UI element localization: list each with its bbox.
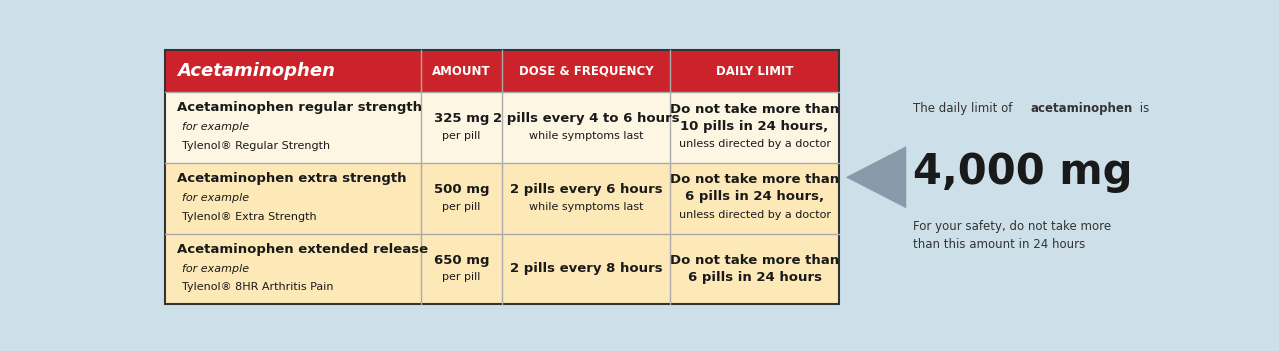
Text: per pill: per pill — [443, 202, 481, 212]
Text: DOSE & FREQUENCY: DOSE & FREQUENCY — [519, 65, 654, 78]
Text: while symptoms last: while symptoms last — [528, 131, 643, 141]
Text: 325 mg: 325 mg — [434, 112, 489, 126]
Text: for example: for example — [182, 264, 249, 274]
Text: The daily limit of: The daily limit of — [913, 102, 1017, 115]
Text: Acetaminophen extended release: Acetaminophen extended release — [177, 243, 428, 256]
Text: 650 mg: 650 mg — [434, 254, 489, 267]
Text: AMOUNT: AMOUNT — [432, 65, 491, 78]
Text: For your safety, do not take more
than this amount in 24 hours: For your safety, do not take more than t… — [913, 220, 1111, 251]
Text: Tylenol® Extra Strength: Tylenol® Extra Strength — [182, 212, 316, 221]
Text: Acetaminophen extra strength: Acetaminophen extra strength — [177, 172, 407, 185]
Text: 2 pills every 4 to 6 hours: 2 pills every 4 to 6 hours — [492, 112, 679, 126]
Text: for example: for example — [182, 193, 249, 203]
Text: per pill: per pill — [443, 131, 481, 141]
Text: Tylenol® 8HR Arthritis Pain: Tylenol® 8HR Arthritis Pain — [182, 282, 334, 292]
Text: Do not take more than
6 pills in 24 hours: Do not take more than 6 pills in 24 hour… — [670, 254, 839, 284]
Text: Do not take more than
6 pills in 24 hours,: Do not take more than 6 pills in 24 hour… — [670, 173, 839, 203]
Bar — [165, 233, 839, 304]
Text: Tylenol® Regular Strength: Tylenol® Regular Strength — [182, 141, 330, 151]
Text: Acetaminophen regular strength: Acetaminophen regular strength — [177, 101, 422, 114]
Polygon shape — [845, 146, 907, 208]
Bar — [165, 50, 839, 92]
Bar — [165, 92, 839, 163]
Bar — [165, 163, 839, 233]
Text: Acetaminophen: Acetaminophen — [177, 62, 335, 80]
Text: while symptoms last: while symptoms last — [528, 202, 643, 212]
Text: 2 pills every 8 hours: 2 pills every 8 hours — [510, 263, 663, 276]
Text: for example: for example — [182, 122, 249, 132]
Text: unless directed by a doctor: unless directed by a doctor — [679, 139, 830, 150]
Text: 2 pills every 6 hours: 2 pills every 6 hours — [510, 183, 663, 196]
Text: acetaminophen: acetaminophen — [1030, 102, 1132, 115]
Bar — [165, 50, 839, 304]
Text: per pill: per pill — [443, 272, 481, 283]
Text: 4,000 mg: 4,000 mg — [913, 151, 1133, 193]
Text: DAILY LIMIT: DAILY LIMIT — [716, 65, 793, 78]
Text: is: is — [1136, 102, 1150, 115]
Text: Do not take more than
10 pills in 24 hours,: Do not take more than 10 pills in 24 hou… — [670, 102, 839, 133]
Text: 500 mg: 500 mg — [434, 183, 489, 196]
Text: unless directed by a doctor: unless directed by a doctor — [679, 210, 830, 220]
